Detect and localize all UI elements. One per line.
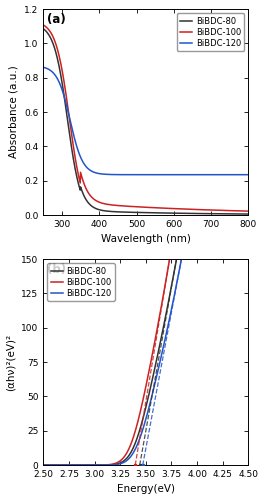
Line: BiBDC-100: BiBDC-100	[43, 252, 248, 465]
BiBDC-80	[134, 438, 138, 444]
BiBDC-100	[163, 205, 166, 211]
BiBDC-120	[163, 172, 166, 177]
Legend: BiBDC-80, BiBDC-100, BiBDC-120: BiBDC-80, BiBDC-100, BiBDC-120	[177, 13, 244, 51]
BiBDC-80	[179, 210, 182, 216]
BiBDC-80	[42, 26, 45, 32]
BiBDC-100	[78, 462, 81, 468]
BiBDC-80	[78, 185, 81, 191]
BiBDC-120	[196, 249, 200, 255]
BiBDC-120	[78, 462, 81, 468]
Text: (b): (b)	[47, 263, 67, 276]
Line: BiBDC-80: BiBDC-80	[43, 28, 248, 214]
BiBDC-100	[169, 249, 173, 255]
BiBDC-120	[247, 249, 250, 255]
Y-axis label: Absorbance (a.u.): Absorbance (a.u.)	[8, 66, 18, 158]
BiBDC-100	[95, 462, 98, 468]
BiBDC-80	[247, 249, 250, 255]
BiBDC-120	[196, 172, 199, 177]
BiBDC-80	[95, 462, 98, 468]
Y-axis label: (αhν)²(eV)²: (αhν)²(eV)²	[6, 334, 16, 390]
BiBDC-80	[196, 210, 199, 216]
BiBDC-80	[95, 206, 98, 212]
BiBDC-80	[196, 249, 200, 255]
BiBDC-80	[247, 211, 250, 217]
BiBDC-100	[95, 198, 98, 203]
BiBDC-120	[134, 172, 138, 177]
BiBDC-100	[42, 462, 45, 468]
BiBDC-120	[134, 444, 138, 450]
BiBDC-120	[179, 262, 182, 268]
Line: BiBDC-100: BiBDC-100	[43, 25, 248, 211]
BiBDC-100	[78, 177, 81, 183]
BiBDC-80	[78, 462, 81, 468]
Text: (a): (a)	[47, 13, 66, 26]
BiBDC-120	[179, 172, 182, 177]
BiBDC-120	[95, 462, 98, 468]
BiBDC-100	[196, 249, 200, 255]
BiBDC-100	[134, 425, 138, 431]
X-axis label: Wavelength (nm): Wavelength (nm)	[101, 234, 191, 244]
BiBDC-100	[179, 206, 182, 212]
BiBDC-120	[42, 462, 45, 468]
BiBDC-80	[176, 249, 180, 255]
Line: BiBDC-80: BiBDC-80	[43, 252, 248, 465]
BiBDC-120	[163, 340, 166, 346]
BiBDC-100	[163, 288, 166, 294]
BiBDC-80	[42, 462, 45, 468]
BiBDC-120	[95, 170, 98, 176]
BiBDC-120	[42, 64, 45, 70]
BiBDC-120	[247, 172, 250, 177]
Line: BiBDC-120: BiBDC-120	[43, 252, 248, 465]
BiBDC-100	[134, 204, 138, 210]
BiBDC-120	[78, 152, 81, 158]
X-axis label: Energy(eV): Energy(eV)	[117, 484, 175, 494]
BiBDC-80	[134, 210, 138, 216]
BiBDC-100	[179, 249, 182, 255]
Legend: BiBDC-80, BiBDC-100, BiBDC-120: BiBDC-80, BiBDC-100, BiBDC-120	[48, 263, 115, 301]
BiBDC-100	[247, 249, 250, 255]
Line: BiBDC-120: BiBDC-120	[43, 68, 248, 174]
BiBDC-80	[179, 249, 182, 255]
BiBDC-100	[247, 208, 250, 214]
BiBDC-100	[42, 22, 45, 28]
BiBDC-120	[181, 249, 185, 255]
BiBDC-100	[196, 206, 199, 212]
BiBDC-80	[163, 320, 166, 326]
BiBDC-80	[163, 210, 166, 216]
